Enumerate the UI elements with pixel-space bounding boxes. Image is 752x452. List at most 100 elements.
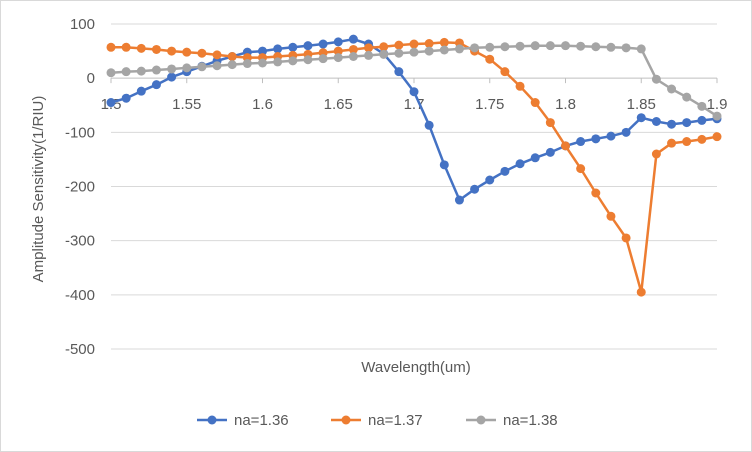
data-point [470,43,480,53]
data-point [530,153,540,163]
data-point [318,39,328,49]
data-point [212,61,222,71]
x-tick-label: 1.9 [707,96,728,113]
data-point [530,41,540,51]
y-tick-label: -100 [65,124,95,141]
data-point [364,50,374,60]
data-point [227,60,237,70]
data-point [682,92,692,102]
data-point [636,113,646,123]
y-tick-label: -400 [65,287,95,304]
y-tick-label: -300 [65,233,95,250]
data-point [303,55,313,65]
legend: na=1.36 na=1.37 na=1.38 [197,412,558,429]
data-point [379,49,389,59]
data-point [348,44,358,54]
data-point [530,98,540,108]
data-point [682,118,692,128]
data-point [439,37,449,47]
data-point [333,37,343,47]
data-point [576,164,586,174]
data-point [515,159,525,169]
data-point [348,52,358,61]
y-tick-label: 0 [87,70,95,87]
data-point [136,86,146,96]
data-point [288,56,298,66]
data-point [545,41,555,51]
legend-marker-2 [341,415,351,425]
legend-label-3: na=1.38 [503,412,558,429]
data-point [151,80,161,90]
data-point [561,41,570,51]
data-point [273,57,283,67]
data-point [515,41,525,51]
data-point [182,47,192,57]
data-point [606,42,616,52]
data-point [606,211,616,221]
data-point [136,66,146,76]
data-point [106,98,116,108]
data-point [667,84,677,94]
data-point [591,134,601,144]
data-point [667,138,677,148]
data-point [151,44,161,54]
data-point [364,43,374,53]
x-tick-labels: 1.51.551.61.651.71.751.81.851.9 [101,96,728,113]
y-tick-labels: 100 0 -100 -200 -300 -400 -500 [65,16,95,358]
data-point [167,64,177,74]
data-point [439,45,449,55]
data-point [182,63,192,73]
data-point [318,54,328,64]
data-point [167,72,177,82]
legend-marker-1 [207,415,217,425]
data-point [242,59,252,69]
data-point [439,160,449,170]
data-point [303,41,313,51]
data-point [394,40,404,50]
data-point [667,119,677,129]
data-point [424,46,434,56]
data-point [697,115,707,125]
data-point [470,184,480,194]
data-point [394,67,404,77]
y-tick-label: -500 [65,341,95,358]
data-point [258,58,267,68]
data-point [651,74,661,84]
data-point [197,62,207,72]
legend-marker-3 [476,415,486,425]
x-tick-label: 1.8 [555,96,576,113]
data-point [576,41,586,51]
data-point [454,195,464,205]
data-point [697,101,707,111]
data-point [576,137,586,147]
data-point [545,118,555,128]
data-point [136,43,146,53]
data-point [379,42,389,52]
data-point [212,50,222,60]
data-point [621,127,631,137]
data-point [636,287,646,297]
x-tick-label: 1.55 [172,96,201,113]
data-point [545,147,555,157]
data-point [712,132,722,142]
data-point [485,54,495,64]
x-tick-label: 1.85 [627,96,656,113]
data-point [515,81,525,91]
data-point [500,166,510,176]
data-point [500,67,510,77]
data-point [167,46,177,56]
data-point [288,42,298,52]
data-point [106,42,116,52]
data-point [197,48,207,58]
data-point [621,43,631,53]
legend-label-2: na=1.37 [368,412,423,429]
data-point [258,46,267,56]
x-tick-label: 1.75 [475,96,504,113]
gridlines [110,23,718,350]
x-axis-title: Wavelength(um) [361,359,470,376]
data-point [121,67,131,77]
data-point [636,44,646,54]
data-point [621,233,631,243]
